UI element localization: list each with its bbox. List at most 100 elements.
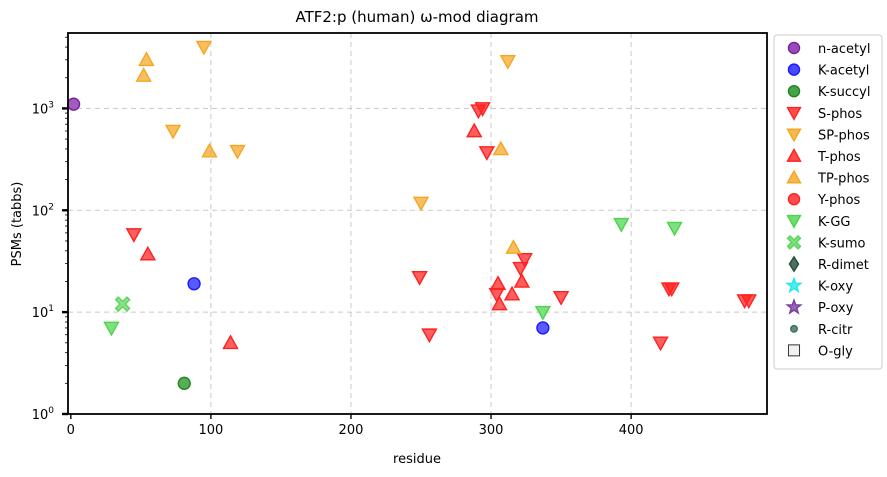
legend-marker [790, 324, 798, 333]
legend-entry: T-phos [786, 148, 861, 165]
data-point-k-acetyl [536, 321, 550, 335]
x-tick-label: 200 [339, 423, 364, 438]
data-point-t-phos [491, 295, 508, 311]
legend-entry: R-dimet [788, 255, 869, 273]
legend-label: SP-phos [818, 128, 870, 143]
legend-label: K-GG [818, 215, 850, 230]
data-points [66, 40, 757, 390]
data-point-t-phos [222, 334, 239, 350]
legend-marker [786, 106, 802, 121]
legend-label: R-citr [818, 323, 853, 338]
data-point-k-gg [534, 305, 552, 321]
data-point-k-gg [103, 321, 120, 337]
legend-marker [787, 41, 801, 55]
legend-marker [786, 148, 802, 162]
legend-entry: TP-phos [786, 169, 870, 187]
legend-marker [785, 276, 803, 294]
legend-marker [786, 169, 802, 184]
data-point-s-phos [552, 290, 570, 306]
data-point-s-phos [125, 228, 143, 243]
grid-lines [68, 33, 767, 414]
x-axis-label: residue [393, 452, 441, 467]
data-point-t-phos [466, 122, 483, 138]
x-tick-label: 0 [67, 423, 75, 438]
legend-entry: K-acetyl [787, 63, 869, 79]
y-tick-label: 103 [32, 100, 54, 117]
plot-frame [67, 32, 768, 415]
data-point-t-phos [513, 273, 531, 288]
data-point-s-phos [740, 294, 757, 309]
legend-label: R-dimet [818, 258, 869, 273]
legend-entry: n-acetyl [787, 41, 870, 57]
legend-label: O-gly [818, 344, 853, 359]
data-point-k-acetyl [187, 277, 201, 291]
data-point-s-phos [516, 253, 533, 268]
y-axis-label: PSMs (tabbs) [10, 182, 25, 267]
data-point-k-succyl [177, 376, 191, 390]
legend-marker [787, 192, 801, 206]
x-tick-label: 300 [479, 423, 504, 438]
data-point-tp-phos [492, 140, 510, 156]
legend-label: Y-phos [817, 193, 861, 208]
y-tick-label: 101 [32, 304, 54, 321]
data-point-s-phos [663, 282, 680, 298]
legend-entry: R-citr [790, 323, 853, 338]
data-point-s-phos [652, 336, 669, 352]
data-point-tp-phos [138, 51, 155, 67]
legend-label: K-sumo [818, 236, 866, 251]
legend-marker [787, 84, 801, 98]
legend-label: n-acetyl [818, 42, 870, 57]
legend-marker [786, 128, 802, 143]
data-point-s-phos [411, 270, 428, 286]
data-point-k-gg [613, 217, 630, 233]
legend-label: T-phos [817, 150, 861, 165]
data-point-sp-phos [499, 55, 517, 70]
legend-label: S-phos [818, 107, 862, 122]
x-tick-label: 400 [619, 423, 644, 438]
data-point-s-phos [478, 146, 496, 161]
legend-label: TP-phos [817, 172, 870, 187]
legend-entry: O-gly [787, 344, 853, 359]
legend-marker [787, 63, 801, 76]
axes: 0 100 200 300 400 100 101 102 103 [32, 32, 768, 438]
data-point-s-phos [474, 102, 491, 117]
data-point-sp-phos [229, 144, 246, 160]
legend-entry: K-GG [786, 214, 850, 230]
legend-marker [786, 234, 802, 250]
legend-entry: K-oxy [785, 276, 853, 295]
legend-label: K-succyl [818, 85, 870, 100]
data-point-k-sumo [114, 296, 131, 313]
data-point-s-phos [421, 328, 438, 344]
y-tick-label: 100 [32, 406, 55, 423]
legend-entry: SP-phos [786, 128, 870, 143]
legend-marker [787, 344, 801, 357]
legend-entry: S-phos [786, 106, 862, 122]
data-point-sp-phos [195, 40, 213, 56]
x-tick-label: 100 [198, 423, 223, 438]
data-point-tp-phos [201, 142, 218, 158]
y-tick-label: 102 [32, 202, 54, 219]
data-point-sp-phos [164, 124, 182, 140]
legend-label: K-oxy [818, 280, 853, 295]
data-point-s-phos [488, 287, 505, 303]
legend-entry: K-succyl [787, 84, 870, 100]
legend-label: K-acetyl [818, 64, 869, 79]
data-point-sp-phos [412, 196, 430, 212]
data-point-t-phos [489, 275, 507, 291]
data-point-k-gg [666, 221, 683, 237]
data-point-t-phos [139, 245, 157, 261]
data-point-tp-phos [505, 239, 522, 254]
data-point-tp-phos [135, 67, 152, 82]
legend-entry: K-sumo [786, 234, 866, 251]
legend-label: P-oxy [818, 301, 854, 316]
chart-title: ATF2:p (human) ω-mod diagram [296, 8, 539, 26]
legend-entry: Y-phos [787, 192, 861, 208]
legend-box [773, 34, 883, 370]
legend: n-acetyl K-acetyl K-succyl S-phos SP-phos T-p… [773, 34, 883, 370]
legend-marker [785, 297, 803, 315]
legend-marker [786, 214, 802, 229]
data-point-n-acetyl [66, 97, 81, 111]
legend-entry: P-oxy [785, 297, 854, 316]
data-point-t-phos [503, 285, 521, 301]
